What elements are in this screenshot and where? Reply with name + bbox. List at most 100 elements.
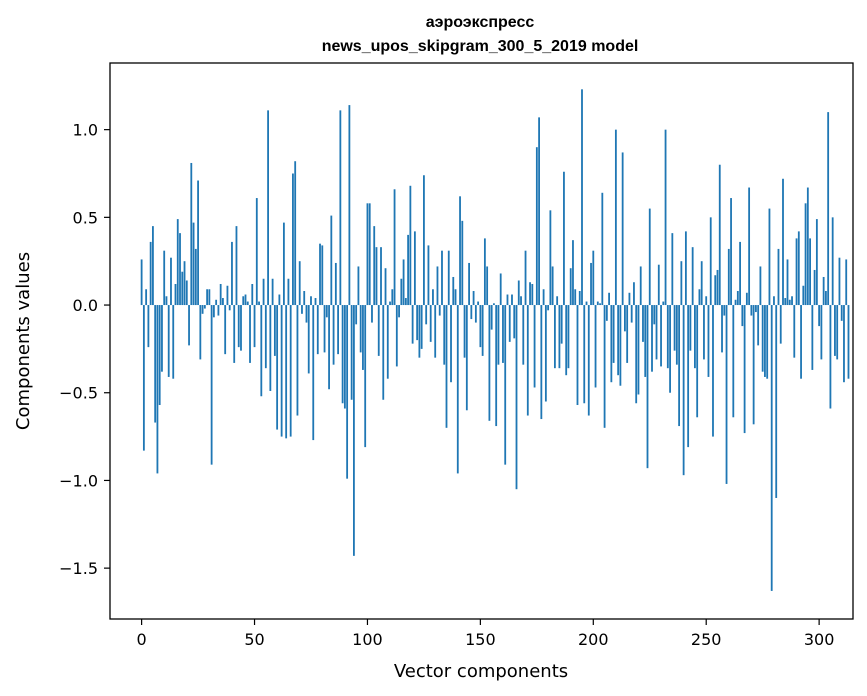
y-tick-label: −0.5 xyxy=(59,384,98,403)
bar xyxy=(210,305,213,465)
bar xyxy=(504,305,507,465)
y-tick-label: −1.0 xyxy=(59,471,98,490)
bar xyxy=(479,305,482,348)
bar xyxy=(775,305,778,498)
bar xyxy=(251,284,254,306)
bar xyxy=(260,305,263,397)
bar xyxy=(759,266,762,306)
bar xyxy=(292,173,294,306)
bar xyxy=(716,269,719,306)
bar xyxy=(255,198,258,306)
bar xyxy=(346,305,349,479)
bar xyxy=(524,250,527,306)
bar xyxy=(651,305,653,372)
bar xyxy=(800,305,802,379)
x-tick-label: 150 xyxy=(465,630,496,649)
bar xyxy=(750,305,753,316)
bar xyxy=(373,226,376,306)
bar xyxy=(642,305,644,342)
bar xyxy=(727,248,730,306)
bar xyxy=(718,164,721,306)
bar xyxy=(840,305,843,321)
bar xyxy=(495,305,498,427)
bar xyxy=(671,233,674,306)
bar xyxy=(732,305,735,418)
bar xyxy=(721,305,723,353)
bar xyxy=(465,305,468,411)
bar xyxy=(797,231,800,306)
x-axis: 0 50 100 150 200 250 300 xyxy=(137,619,834,649)
bar xyxy=(393,189,396,306)
bar xyxy=(296,305,299,416)
bar xyxy=(553,305,556,369)
bar xyxy=(499,273,502,306)
bar xyxy=(208,289,211,306)
plot-frame xyxy=(109,62,854,620)
bar xyxy=(675,305,678,365)
bar xyxy=(583,305,586,404)
bar-series xyxy=(140,89,850,591)
bar xyxy=(770,305,773,591)
bar xyxy=(224,305,227,355)
bar xyxy=(395,305,398,367)
bar xyxy=(578,291,581,306)
bar xyxy=(698,289,701,306)
bar xyxy=(529,282,531,306)
bar xyxy=(158,305,161,406)
bar xyxy=(813,269,816,306)
bar xyxy=(592,250,595,306)
bar xyxy=(743,305,746,434)
bar xyxy=(470,305,473,320)
bar xyxy=(845,259,848,306)
y-tick-label: −1.5 xyxy=(59,559,98,578)
bar xyxy=(199,305,202,360)
bar xyxy=(791,296,793,306)
bar xyxy=(375,247,378,306)
bar xyxy=(773,296,775,306)
bar xyxy=(312,305,315,441)
bar xyxy=(831,217,834,306)
bar xyxy=(522,305,525,365)
bar xyxy=(596,301,599,306)
bar xyxy=(624,305,626,332)
bar xyxy=(612,305,615,363)
bar xyxy=(140,259,143,306)
bar xyxy=(154,305,157,423)
bar xyxy=(639,266,642,306)
bar xyxy=(576,305,579,406)
bar xyxy=(777,248,780,306)
bar xyxy=(517,280,520,306)
bar xyxy=(490,305,493,330)
bar xyxy=(368,203,371,306)
bar xyxy=(793,305,796,358)
bar xyxy=(359,305,362,353)
bar xyxy=(416,305,419,341)
bar xyxy=(594,305,597,388)
bar xyxy=(170,257,172,306)
bar xyxy=(646,305,649,469)
y-tick-label: 0.0 xyxy=(73,296,98,315)
bar xyxy=(657,264,660,306)
bar xyxy=(601,192,604,306)
bar xyxy=(454,289,457,306)
bar xyxy=(603,305,606,428)
bar xyxy=(572,240,574,306)
bar xyxy=(183,261,186,306)
bar xyxy=(493,303,495,306)
y-tick-label: 1.0 xyxy=(73,121,98,140)
bar xyxy=(226,285,229,306)
bar xyxy=(228,305,231,311)
bar xyxy=(445,305,448,428)
bar xyxy=(779,305,782,344)
bar xyxy=(804,203,807,306)
bar xyxy=(343,305,346,409)
bar xyxy=(217,305,220,316)
bar xyxy=(310,296,312,306)
bar xyxy=(242,296,245,306)
bar xyxy=(185,280,188,306)
bar xyxy=(734,299,737,306)
bar xyxy=(725,305,728,484)
bar xyxy=(450,305,452,383)
bar xyxy=(371,305,373,323)
